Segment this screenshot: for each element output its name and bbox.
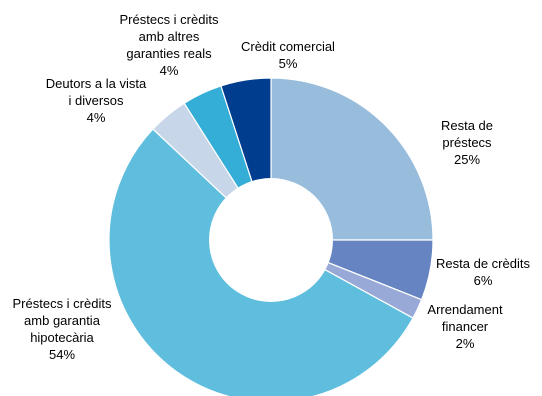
slice-label-2: Arrendament financer 2%	[427, 302, 503, 351]
slice-label-6: Crèdit comercial 5%	[241, 39, 335, 71]
slice-value-label-6: 5%	[279, 56, 298, 71]
slice-label-line-0-0: Resta de	[441, 118, 493, 133]
slice-value-label-1: 6%	[474, 273, 493, 288]
slice-label-line-0-1: préstecs	[442, 135, 492, 150]
slice-label-line-1-0: Resta de crèdits	[436, 256, 530, 271]
slice-label-line-2-1: financer	[442, 319, 489, 334]
slice-value-label-4: 4%	[87, 110, 106, 125]
slice-label-line-5-2: garanties reals	[126, 46, 212, 61]
slice-label-0: Resta de préstecs 25%	[441, 118, 493, 167]
slice-label-line-4-0: Deutors a la vista	[46, 76, 147, 91]
slice-value-label-3: 54%	[49, 347, 75, 362]
slice-value-label-2: 2%	[456, 336, 475, 351]
slice-label-line-2-0: Arrendament	[427, 302, 503, 317]
slice-label-1: Resta de crèdits 6%	[436, 256, 530, 288]
slice-label-line-3-2: hipotecària	[30, 330, 94, 345]
slice-label-line-5-0: Préstecs i crèdits	[120, 12, 219, 27]
donut-hole	[209, 178, 333, 302]
slice-label-3: Préstecs i crèdits amb garantia hipotecàri…	[13, 296, 112, 362]
slice-label-line-5-1: amb altres	[139, 29, 200, 44]
slice-label-line-3-0: Préstecs i crèdits	[13, 296, 112, 311]
slice-label-line-3-1: amb garantia	[24, 313, 101, 328]
slice-value-label-5: 4%	[160, 63, 179, 78]
slice-label-4: Deutors a la vista i diversos 4%	[46, 76, 147, 125]
labels-group: Resta de préstecs 25% Resta de crèdits 6% Arr…	[13, 12, 531, 362]
slice-label-line-6-0: Crèdit comercial	[241, 39, 335, 54]
slice-value-label-0: 25%	[454, 152, 480, 167]
slice-label-line-4-1: i diversos	[69, 93, 124, 108]
slice-label-5: Préstecs i crèdits amb altres garanties re…	[120, 12, 219, 78]
